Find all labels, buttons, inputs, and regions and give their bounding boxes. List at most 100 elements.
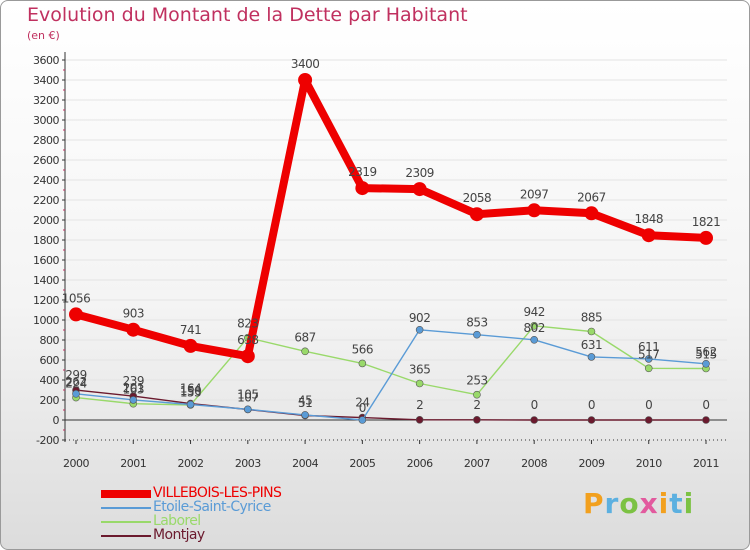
data-label: 51: [298, 396, 312, 410]
legend-item: VILLEBOIS-LES-PINS: [101, 485, 341, 501]
x-tick-label: 2010: [636, 457, 662, 470]
data-label: 0: [359, 401, 366, 415]
y-tick-label: 2200: [33, 194, 59, 207]
data-label: 105: [237, 388, 258, 402]
data-point-etoile-saint-cyrice-2010: [644, 355, 653, 363]
data-label: 155: [180, 386, 201, 400]
data-point-etoile-saint-cyrice-2005: [358, 416, 367, 424]
data-point-montjay-2010: [644, 416, 653, 424]
x-tick-label: 2011: [693, 457, 719, 470]
data-label: 562: [695, 345, 716, 359]
data-label: 2: [473, 398, 480, 412]
data-label: 24: [355, 396, 369, 410]
series-line-montjay: [75, 389, 707, 421]
y-tick-label: 1800: [33, 234, 59, 247]
data-point-laborel-2010: [644, 364, 653, 373]
data-label: 1821: [692, 215, 721, 229]
x-tick-label: 2007: [464, 457, 490, 470]
data-label: 365: [409, 363, 430, 377]
data-label: 942: [523, 305, 544, 319]
logo-letter: t: [669, 487, 684, 520]
x-tick-label: 2000: [63, 457, 89, 470]
data-label: 2309: [405, 166, 434, 180]
data-label: 853: [466, 316, 487, 330]
legend-label: Etoile-Saint-Cyrice: [153, 499, 271, 515]
data-point-villebois-les-pins-2001: [126, 322, 141, 337]
data-label: 687: [294, 330, 315, 344]
legend-label: Laborel: [153, 513, 201, 529]
data-point-villebois-les-pins-2011: [699, 230, 713, 245]
data-label: 2097: [520, 187, 549, 201]
y-tick-label: -200: [36, 434, 59, 447]
data-point-etoile-saint-cyrice-2008: [530, 335, 538, 344]
chart-subtitle: (en €): [27, 29, 60, 42]
data-label: 566: [352, 342, 373, 356]
logo-letter: i: [683, 487, 695, 520]
data-label: 163: [123, 383, 144, 397]
data-label: 201: [123, 381, 144, 395]
y-tick-label: 3400: [33, 74, 59, 87]
x-tick-label: 2001: [120, 457, 146, 470]
chart-title: Evolution du Montant de la Dette par Hab…: [27, 4, 468, 26]
x-tick-label: 2009: [578, 457, 604, 470]
data-label: 885: [581, 311, 602, 325]
logo-letter: r: [604, 487, 620, 520]
data-label: 2067: [577, 190, 606, 204]
data-label: 515: [695, 348, 716, 362]
data-label: 0: [645, 398, 652, 412]
x-tick-label: 2003: [235, 457, 261, 470]
data-label: 299: [65, 368, 86, 382]
data-point-villebois-les-pins-2004: [298, 73, 313, 87]
data-label: 45: [298, 394, 312, 408]
data-point-montjay-2009: [587, 416, 596, 424]
series-line-etoile-saint-cyrice: [75, 329, 707, 421]
legend-swatch: [101, 535, 151, 537]
y-tick-label: 1400: [33, 274, 59, 287]
y-tick-label: 0: [53, 414, 60, 427]
data-point-etoile-saint-cyrice-2000: [72, 389, 80, 398]
data-label: 253: [466, 374, 487, 388]
data-label: 902: [409, 311, 430, 325]
data-point-laborel-2006: [415, 379, 424, 388]
y-tick-label: 600: [40, 354, 60, 367]
data-label: 1056: [62, 291, 91, 305]
data-point-etoile-saint-cyrice-2003: [244, 405, 252, 414]
data-point-laborel-2004: [301, 347, 309, 356]
y-tick-label: 3600: [33, 54, 59, 67]
logo-letter: i: [658, 487, 670, 520]
data-label: 2058: [463, 191, 492, 205]
chart-legend: VILLEBOIS-LES-PINS Etoile-Saint-Cyrice Lab…: [101, 485, 341, 543]
data-label: 0: [702, 398, 709, 412]
y-tick-label: 1200: [33, 294, 59, 307]
legend-item: Laborel: [101, 513, 341, 529]
legend-item: Etoile-Saint-Cyrice: [101, 499, 341, 515]
data-label: 2319: [348, 165, 377, 179]
legend-item: Montjay: [101, 527, 341, 543]
legend-swatch: [101, 507, 151, 509]
y-tick-label: 2600: [33, 154, 59, 167]
y-tick-label: 3000: [33, 114, 59, 127]
data-label: 741: [180, 323, 201, 337]
data-label: 107: [237, 390, 258, 404]
y-tick-label: 400: [40, 374, 60, 387]
y-tick-label: 3200: [33, 94, 59, 107]
y-tick-label: 200: [40, 394, 60, 407]
y-tick-label: 1000: [33, 314, 59, 327]
data-label: 262: [65, 375, 86, 389]
data-label: 802: [523, 321, 544, 335]
data-label: 164: [180, 382, 201, 396]
data-point-villebois-les-pins-2009: [584, 206, 599, 221]
y-tick-label: 2000: [33, 214, 59, 227]
data-point-etoile-saint-cyrice-2006: [415, 325, 424, 334]
x-tick-label: 2005: [349, 457, 375, 470]
data-point-villebois-les-pins-2007: [469, 207, 484, 222]
series-line-villebois-les-pins: [72, 76, 710, 361]
data-point-montjay-2006: [415, 415, 424, 424]
x-tick-label: 2008: [521, 457, 547, 470]
logo-letter: o: [619, 487, 640, 520]
data-label: 631: [581, 338, 602, 352]
legend-label: VILLEBOIS-LES-PINS: [153, 485, 282, 501]
data-point-villebois-les-pins-2002: [183, 338, 198, 353]
data-label: 1848: [634, 212, 663, 226]
